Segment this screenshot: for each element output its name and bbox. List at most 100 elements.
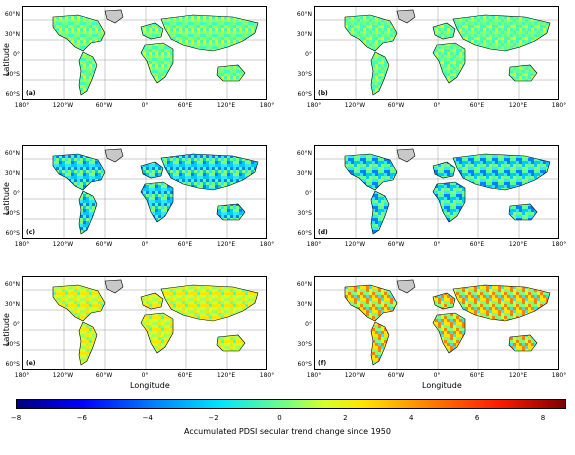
lon-tick-label: 120°W xyxy=(52,102,74,109)
land-region xyxy=(78,190,98,235)
land-region xyxy=(508,64,538,82)
lat-tick-label: 60°S xyxy=(297,91,312,98)
lat-tick-label: 0° xyxy=(305,51,312,58)
land-region xyxy=(432,42,466,84)
colorbar-tick-label: −6 xyxy=(76,414,88,422)
land-region xyxy=(160,14,259,52)
land-region xyxy=(344,284,398,322)
land-region xyxy=(508,334,538,352)
greenland-region xyxy=(104,148,124,163)
lat-tick-label: 30°S xyxy=(5,71,20,78)
land-region xyxy=(452,153,551,191)
land-region xyxy=(344,153,398,191)
lon-tick-label: 120°E xyxy=(508,372,528,379)
colorbar-tick-label: 2 xyxy=(343,414,348,422)
lon-tick-label: 180° xyxy=(259,102,275,109)
greenland-region xyxy=(396,279,416,294)
land-region xyxy=(140,312,174,354)
lat-tick-label: 0° xyxy=(13,190,20,197)
lon-tick-label: 180° xyxy=(259,241,275,248)
lon-tick-label: 180° xyxy=(551,241,567,248)
lon-tick-label: 180° xyxy=(14,102,30,109)
land-region xyxy=(160,284,259,322)
panel-label: (d) xyxy=(318,229,328,236)
panel-label: (f) xyxy=(318,360,327,367)
lon-tick-label: 120°E xyxy=(216,372,236,379)
colorbar-tick-label: −4 xyxy=(142,414,153,422)
lat-tick-label: 60°N xyxy=(296,150,312,157)
greenland-region xyxy=(104,279,124,294)
lon-tick-label: 0° xyxy=(433,241,441,248)
x-axis-title: Longitude xyxy=(422,381,462,390)
land-region xyxy=(432,312,466,354)
lat-tick-label: 60°N xyxy=(296,281,312,288)
lat-tick-label: 30°S xyxy=(297,210,312,217)
lon-tick-label: 60°E xyxy=(177,102,193,109)
land-region xyxy=(344,14,398,52)
lon-tick-label: 60°E xyxy=(469,102,485,109)
panel-label: (b) xyxy=(318,90,328,97)
lon-tick-label: 120°W xyxy=(344,102,366,109)
land-region xyxy=(432,22,456,40)
lon-tick-label: 120°E xyxy=(508,241,528,248)
land-region xyxy=(370,51,390,96)
pdsi-map xyxy=(315,7,558,99)
lat-tick-label: 0° xyxy=(13,51,20,58)
lat-tick-label: 60°N xyxy=(4,281,20,288)
lat-tick-label: 30°S xyxy=(297,341,312,348)
land-region xyxy=(452,284,551,322)
lon-tick-label: 60°E xyxy=(469,241,485,248)
map-frame: (d) xyxy=(314,145,559,239)
pdsi-map xyxy=(315,146,558,238)
x-axis-title: Longitude xyxy=(130,381,170,390)
lat-tick-label: 60°N xyxy=(296,11,312,18)
lon-tick-label: 60°W xyxy=(387,372,405,379)
lon-tick-label: 180° xyxy=(306,102,322,109)
lon-tick-label: 60°E xyxy=(177,241,193,248)
panel-label: (a) xyxy=(26,90,36,97)
y-axis-title: Latitude xyxy=(2,313,11,346)
lon-tick-label: 0° xyxy=(433,102,441,109)
lat-tick-label: 0° xyxy=(305,321,312,328)
lon-tick-label: 0° xyxy=(141,102,149,109)
land-region xyxy=(432,161,456,179)
lon-tick-label: 180° xyxy=(306,241,322,248)
pdsi-map xyxy=(23,277,266,369)
land-region xyxy=(140,181,174,223)
lat-tick-label: 60°S xyxy=(5,91,20,98)
colorbar xyxy=(16,399,566,409)
land-region xyxy=(432,181,466,223)
land-region xyxy=(216,64,246,82)
land-region xyxy=(140,161,164,179)
lat-tick-label: 30°N xyxy=(4,31,20,38)
lon-tick-label: 60°E xyxy=(177,372,193,379)
lon-tick-label: 180° xyxy=(14,372,30,379)
map-frame: (c) xyxy=(22,145,267,239)
lon-tick-label: 0° xyxy=(141,372,149,379)
colorbar-tick-label: 0 xyxy=(277,414,282,422)
lat-tick-label: 60°S xyxy=(5,361,20,368)
land-region xyxy=(216,334,246,352)
colorbar-title: Accumulated PDSI secular trend change si… xyxy=(184,427,391,436)
map-frame: (a) xyxy=(22,6,267,100)
lat-tick-label: 30°S xyxy=(5,210,20,217)
map-frame: (f) xyxy=(314,276,559,370)
greenland-region xyxy=(396,148,416,163)
lon-tick-label: 60°W xyxy=(387,102,405,109)
lon-tick-label: 120°W xyxy=(344,372,366,379)
land-region xyxy=(78,321,98,366)
pdsi-map xyxy=(23,7,266,99)
colorbar-tick-label: 6 xyxy=(474,414,480,422)
land-region xyxy=(52,284,106,322)
greenland-region xyxy=(104,9,124,24)
y-axis-title: Latitude xyxy=(2,43,11,76)
lon-tick-label: 120°W xyxy=(52,241,74,248)
land-region xyxy=(140,22,164,40)
colorbar-tick-label: 8 xyxy=(540,414,546,422)
land-region xyxy=(370,190,390,235)
lon-tick-label: 120°E xyxy=(508,102,528,109)
land-region xyxy=(508,203,538,221)
lat-tick-label: 0° xyxy=(13,321,20,328)
lon-tick-label: 180° xyxy=(306,372,322,379)
lon-tick-label: 120°W xyxy=(344,241,366,248)
